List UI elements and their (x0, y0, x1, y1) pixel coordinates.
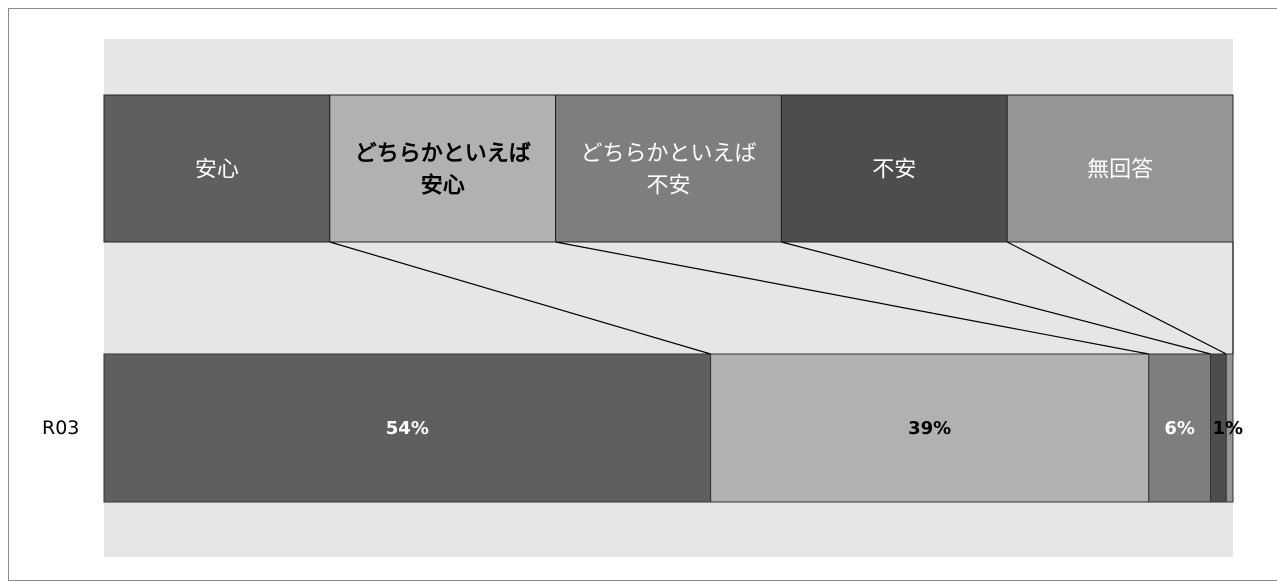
value-label: 1% (1213, 418, 1244, 439)
value-label: 39% (908, 418, 951, 439)
bar-segment-5 (1225, 353, 1234, 503)
category-label: どちらかといえば (355, 142, 531, 167)
connector-line (781, 241, 1211, 355)
connector-line (555, 241, 1149, 355)
bar-segment-3 (1148, 353, 1212, 503)
category-label: 安心 (195, 158, 239, 183)
category-header-5 (1006, 94, 1234, 243)
value-label: 54% (386, 418, 429, 439)
category-label: 不安 (872, 158, 916, 183)
bar-segment-2 (710, 353, 1150, 503)
connector-line (329, 241, 711, 355)
bar-segment-1 (103, 353, 712, 503)
row-label: R03 (42, 417, 79, 439)
category-label: 安心 (421, 173, 465, 199)
category-label: どちらかといえば (580, 142, 756, 167)
category-label: 不安 (646, 174, 690, 199)
category-header-4 (780, 94, 1008, 243)
category-header-2 (329, 94, 557, 243)
connector-line (1006, 241, 1227, 355)
value-label: 6% (1164, 418, 1195, 439)
category-header-3 (555, 94, 782, 243)
category-header-1 (103, 94, 331, 243)
category-label: 無回答 (1087, 158, 1153, 183)
